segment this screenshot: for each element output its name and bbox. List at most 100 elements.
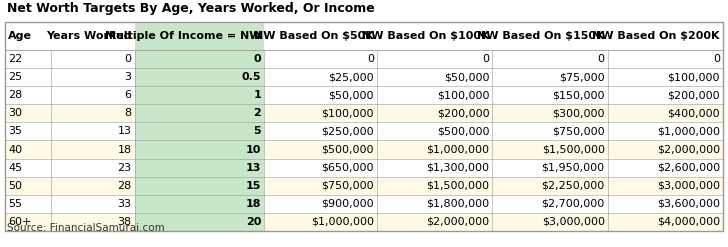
Text: $200,000: $200,000: [668, 90, 720, 100]
Text: $200,000: $200,000: [437, 108, 489, 118]
Text: 25: 25: [8, 72, 22, 82]
Text: 3: 3: [124, 72, 132, 82]
Text: $750,000: $750,000: [552, 126, 605, 136]
Text: $3,000,000: $3,000,000: [657, 181, 720, 191]
Text: $100,000: $100,000: [668, 72, 720, 82]
Text: $500,000: $500,000: [437, 126, 489, 136]
Text: 0: 0: [713, 54, 720, 64]
Text: 38: 38: [117, 217, 132, 227]
Text: $2,250,000: $2,250,000: [542, 181, 605, 191]
Bar: [5, 177, 723, 195]
Text: $2,600,000: $2,600,000: [657, 163, 720, 173]
Bar: [5, 123, 723, 141]
Text: 8: 8: [124, 108, 132, 118]
Text: $150,000: $150,000: [552, 90, 605, 100]
Bar: [135, 159, 264, 177]
Text: $50,000: $50,000: [328, 90, 374, 100]
Bar: [5, 213, 723, 231]
Text: 0: 0: [367, 54, 374, 64]
Text: 23: 23: [117, 163, 132, 173]
Text: $2,000,000: $2,000,000: [426, 217, 489, 227]
Text: $1,000,000: $1,000,000: [311, 217, 374, 227]
Text: $50,000: $50,000: [444, 72, 489, 82]
Text: 0: 0: [124, 54, 132, 64]
Text: 28: 28: [8, 90, 23, 100]
Text: $1,000,000: $1,000,000: [427, 144, 489, 155]
Text: $75,000: $75,000: [559, 72, 605, 82]
Text: $1,500,000: $1,500,000: [542, 144, 605, 155]
Bar: [5, 104, 723, 123]
Bar: [5, 68, 723, 86]
Text: 22: 22: [8, 54, 23, 64]
Bar: [5, 50, 723, 68]
Text: $3,000,000: $3,000,000: [542, 217, 605, 227]
Text: Net Worth Targets By Age, Years Worked, Or Income: Net Worth Targets By Age, Years Worked, …: [7, 2, 375, 15]
Text: $2,000,000: $2,000,000: [657, 144, 720, 155]
Text: NW Based On $100K: NW Based On $100K: [362, 31, 489, 41]
Bar: [5, 22, 723, 231]
Text: NW Based On $150K: NW Based On $150K: [477, 31, 605, 41]
Text: $3,600,000: $3,600,000: [657, 199, 720, 209]
Text: 40: 40: [8, 144, 22, 155]
Bar: [135, 123, 264, 141]
Text: 15: 15: [246, 181, 261, 191]
Text: $400,000: $400,000: [668, 108, 720, 118]
Text: $250,000: $250,000: [321, 126, 374, 136]
Text: 28: 28: [117, 181, 132, 191]
Text: 1: 1: [253, 90, 261, 100]
Bar: [135, 195, 264, 213]
Text: 0: 0: [253, 54, 261, 64]
Text: NW Based On $200K: NW Based On $200K: [593, 31, 720, 41]
Text: $1,300,000: $1,300,000: [427, 163, 489, 173]
Text: $1,950,000: $1,950,000: [542, 163, 605, 173]
Bar: [135, 177, 264, 195]
Text: $2,700,000: $2,700,000: [542, 199, 605, 209]
Text: 35: 35: [8, 126, 22, 136]
Bar: [5, 86, 723, 104]
Text: $1,800,000: $1,800,000: [426, 199, 489, 209]
Text: 0.5: 0.5: [242, 72, 261, 82]
Bar: [135, 104, 264, 123]
Bar: [135, 86, 264, 104]
Text: $100,000: $100,000: [322, 108, 374, 118]
Text: 0: 0: [483, 54, 489, 64]
Bar: [5, 195, 723, 213]
Text: $100,000: $100,000: [437, 90, 489, 100]
Text: NW Based On $50K: NW Based On $50K: [254, 31, 374, 41]
Text: Age: Age: [8, 31, 32, 41]
Bar: [5, 22, 723, 50]
Text: 13: 13: [117, 126, 132, 136]
Bar: [5, 141, 723, 159]
Text: 20: 20: [246, 217, 261, 227]
Text: $4,000,000: $4,000,000: [657, 217, 720, 227]
Text: Years Worked: Years Worked: [46, 31, 132, 41]
Text: 10: 10: [246, 144, 261, 155]
Text: 50: 50: [8, 181, 22, 191]
Text: 2: 2: [253, 108, 261, 118]
Bar: [135, 141, 264, 159]
Text: 55: 55: [8, 199, 22, 209]
Text: 30: 30: [8, 108, 22, 118]
Text: 33: 33: [117, 199, 132, 209]
Text: $750,000: $750,000: [321, 181, 374, 191]
Text: 13: 13: [246, 163, 261, 173]
Text: $650,000: $650,000: [322, 163, 374, 173]
Bar: [5, 159, 723, 177]
Text: $900,000: $900,000: [321, 199, 374, 209]
Bar: [135, 50, 264, 68]
Bar: [135, 22, 264, 50]
Text: $500,000: $500,000: [322, 144, 374, 155]
Text: $1,500,000: $1,500,000: [427, 181, 489, 191]
Text: Source: FinancialSamurai.com: Source: FinancialSamurai.com: [7, 223, 165, 233]
Text: 6: 6: [124, 90, 132, 100]
Text: 0: 0: [598, 54, 605, 64]
Text: 45: 45: [8, 163, 22, 173]
Text: 5: 5: [253, 126, 261, 136]
Text: $25,000: $25,000: [328, 72, 374, 82]
Text: 18: 18: [245, 199, 261, 209]
Text: $300,000: $300,000: [552, 108, 605, 118]
Bar: [135, 213, 264, 231]
Bar: [135, 68, 264, 86]
Text: 60+: 60+: [8, 217, 31, 227]
Text: 18: 18: [117, 144, 132, 155]
